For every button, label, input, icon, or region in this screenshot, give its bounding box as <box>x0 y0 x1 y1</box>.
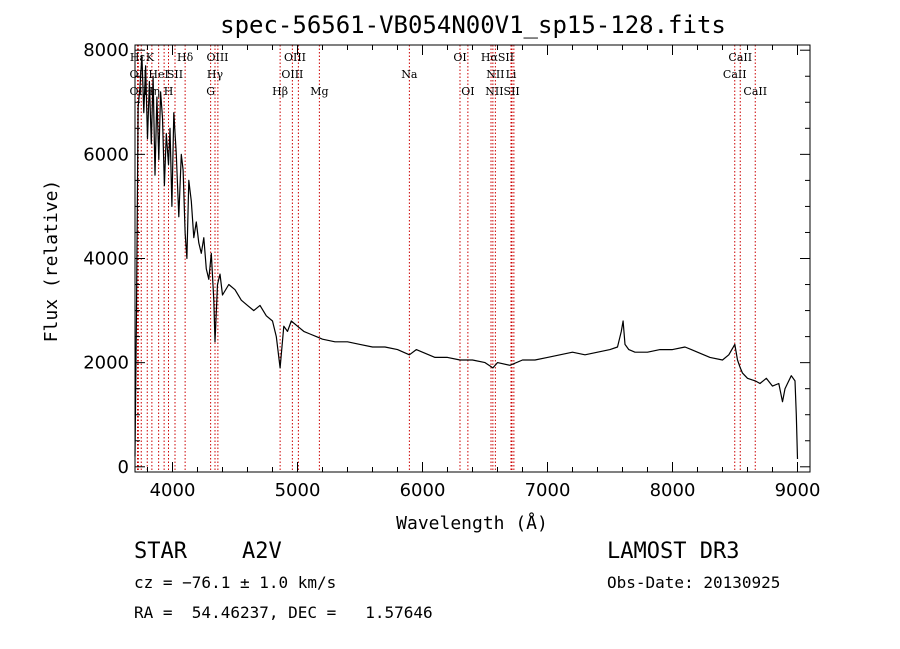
object-class: STAR <box>134 539 187 564</box>
x-tick-label: 8000 <box>650 480 696 501</box>
survey-name: LAMOST DR3 <box>607 539 740 564</box>
x-tick-label: 9000 <box>775 480 821 501</box>
line-marker-lines <box>137 45 756 472</box>
marker-label: HeI <box>148 68 168 81</box>
spectral-subclass: A2V <box>242 539 282 564</box>
marker-label: Hε <box>130 51 146 64</box>
y-tick-label: 2000 <box>83 353 129 374</box>
marker-label: Mg <box>310 85 328 98</box>
marker-label: NIISII <box>485 85 520 98</box>
y-tick-label: 4000 <box>83 249 129 270</box>
chart-title: spec-56561-VB054N00V1_sp15-128.fits <box>220 11 726 39</box>
spectrum-series <box>134 54 799 460</box>
marker-label: OI <box>461 85 474 98</box>
marker-label: HαSII <box>481 51 514 64</box>
marker-label: Li <box>506 68 517 81</box>
x-tick-label: 4000 <box>150 480 196 501</box>
y-tick-label: 8000 <box>83 40 129 61</box>
marker-label: OIII <box>281 68 303 81</box>
marker-label: Na <box>401 68 418 81</box>
spectrum-line <box>134 54 799 460</box>
marker-label: Hγ <box>207 68 224 81</box>
redshift-value: cz = −76.1 ± 1.0 km/s <box>134 573 337 592</box>
x-tick-label: 5000 <box>275 480 321 501</box>
marker-label: SII <box>167 68 183 81</box>
y-axis-label: Flux (relative) <box>41 180 62 343</box>
y-tick-label: 6000 <box>83 144 129 165</box>
marker-label: H <box>164 85 174 98</box>
y-tick-label: 0 <box>118 457 129 478</box>
x-tick-label: 6000 <box>400 480 446 501</box>
marker-label: CaII <box>743 85 767 98</box>
marker-label: OIII <box>284 51 306 64</box>
marker-label: Hδ <box>177 51 194 64</box>
marker-label: OIII <box>206 51 228 64</box>
coordinates: RA = 54.46237, DEC = 1.57646 <box>134 603 433 622</box>
marker-label: Hβ <box>272 85 288 98</box>
marker-label: OI <box>453 51 466 64</box>
marker-label: NII <box>486 68 504 81</box>
marker-label: CaII <box>728 51 752 64</box>
x-axis-label: Wavelength (Å) <box>396 512 548 534</box>
plot-frame <box>134 44 811 473</box>
marker-label: Hη <box>144 85 160 98</box>
observation-date: Obs-Date: 20130925 <box>607 573 781 592</box>
y-axis-ticks: 0 2000 4000 6000 8000 <box>83 40 810 478</box>
x-tick-label: 7000 <box>525 480 571 501</box>
marker-label: G <box>206 85 215 98</box>
marker-label: CaII <box>723 68 747 81</box>
marker-label: K <box>146 51 155 64</box>
x-axis-ticks: 4000 5000 6000 7000 8000 9000 <box>147 45 821 501</box>
plot-axes <box>134 44 811 473</box>
